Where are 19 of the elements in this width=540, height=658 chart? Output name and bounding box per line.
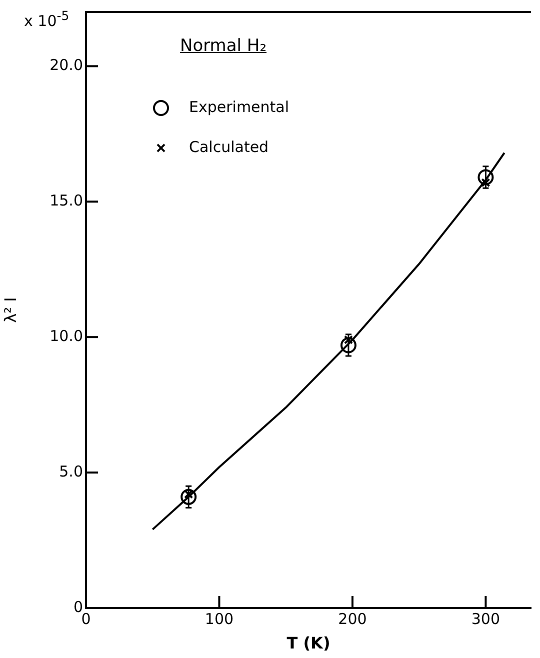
x-tick-label: 200 [338, 610, 367, 628]
y-tick-label: 0 [73, 598, 83, 616]
point [481, 178, 490, 188]
legend-label: Calculated [189, 138, 269, 156]
point [340, 337, 356, 354]
point [344, 335, 354, 344]
x-axis-title: T (K) [286, 634, 330, 653]
x-tick-label: 100 [204, 610, 234, 628]
y-tick-label: 15.0 [50, 192, 83, 210]
x-tick-label: 300 [471, 610, 500, 628]
y-tick-label: 5.0 [59, 462, 83, 480]
point [180, 488, 197, 505]
text: x 10$^{-5}$ [24, 8, 70, 30]
text: Normal H₂ [180, 36, 267, 56]
y-tick-label: 10.0 [50, 326, 83, 345]
y-axis-title: λ² I [0, 297, 20, 323]
y-tick-label: 20.0 [50, 56, 83, 74]
legend-label: Experimental [189, 98, 290, 116]
point [478, 169, 494, 186]
